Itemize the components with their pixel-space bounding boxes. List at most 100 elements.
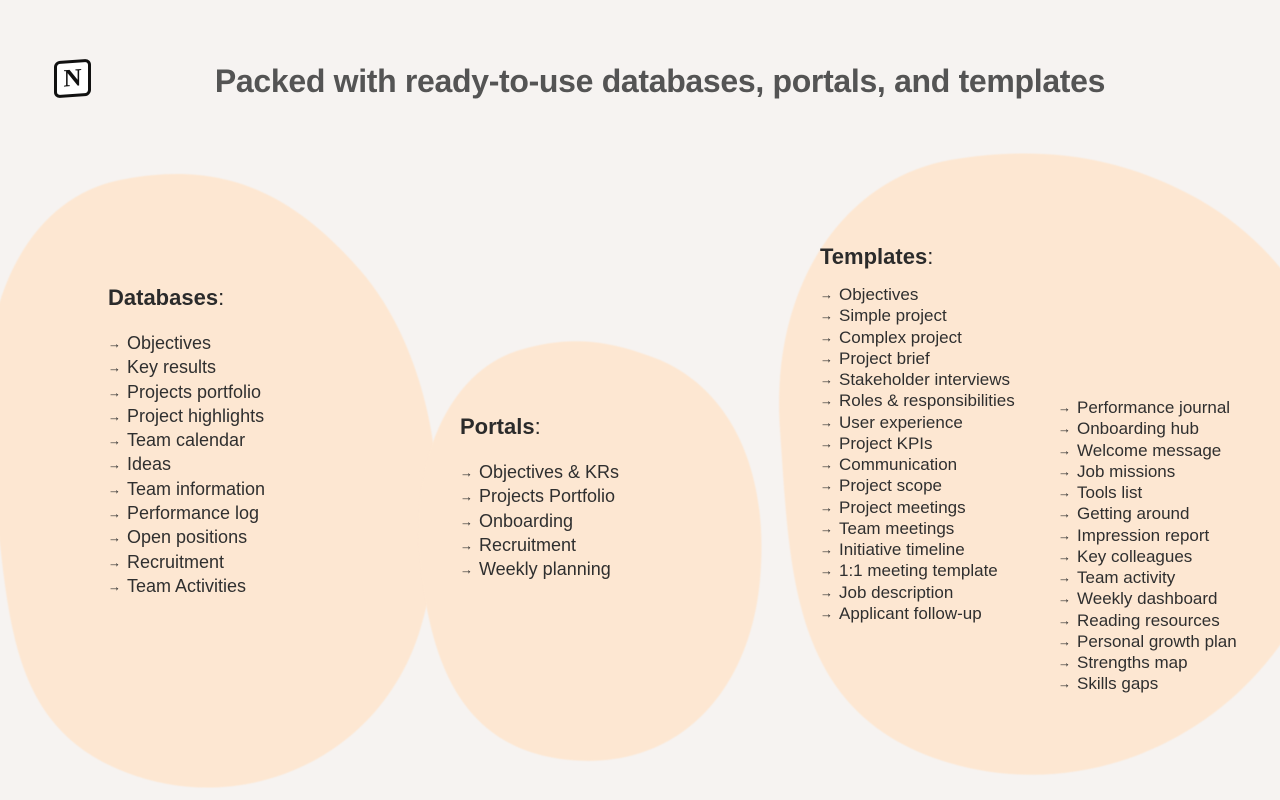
list-item-label: Team Activities [127, 574, 246, 598]
list-item: → Weekly dashboard [1058, 588, 1278, 609]
section-templates: Templates: → Objectives→Simple project → Co… [820, 244, 1040, 624]
list-item: → Objectives [108, 331, 368, 355]
arrow-icon: → [820, 521, 833, 537]
list-item-label: Ideas [127, 452, 171, 476]
arrow-icon: → [1058, 655, 1071, 671]
arrow-icon: → [820, 478, 833, 494]
arrow-icon: → [820, 287, 833, 303]
arrow-icon: → [108, 529, 121, 547]
arrow-icon: → [1058, 421, 1071, 437]
list-item: →Key colleagues [1058, 546, 1278, 567]
list-item: →1:1 meeting template [820, 560, 1040, 581]
list-item: →Team activity [1058, 567, 1278, 588]
list-item: →Simple project [820, 305, 1040, 326]
list-item: → Objectives & KRs [460, 460, 720, 484]
list-item-label: Project scope [839, 475, 942, 496]
list-item-label: Skills gaps [1077, 673, 1158, 694]
arrow-icon: → [820, 585, 833, 601]
list-item: →Impression report [1058, 525, 1278, 546]
list-item-label: Performance journal [1077, 397, 1230, 418]
list-item: →Performance log [108, 501, 368, 525]
list-item-label: Stakeholder interviews [839, 369, 1010, 390]
list-item-label: Objectives [839, 284, 918, 305]
list-item: →Initiative timeline [820, 539, 1040, 560]
list-item-label: Onboarding [479, 509, 573, 533]
arrow-icon: → [1058, 443, 1071, 459]
list-item-label: Roles & responsibilities [839, 390, 1015, 411]
list-item: → Onboarding hub [1058, 418, 1278, 439]
arrow-icon: → [1058, 506, 1071, 522]
list-item-label: Objectives & KRs [479, 460, 619, 484]
colon: : [927, 244, 933, 269]
list-item: →Stakeholder interviews [820, 369, 1040, 390]
list-item: →Getting around [1058, 503, 1278, 524]
list-item-label: Key results [127, 355, 216, 379]
list-item: → Reading resources [1058, 610, 1278, 631]
list-item: → Project scope [820, 475, 1040, 496]
arrow-icon: → [108, 384, 121, 402]
arrow-icon: → [820, 500, 833, 516]
arrow-icon: → [108, 554, 121, 572]
list-item-label: Recruitment [127, 550, 224, 574]
list-item: → Recruitment [108, 550, 368, 574]
list-item: → Objectives [820, 284, 1040, 305]
list-item-label: Performance log [127, 501, 259, 525]
list-item: → Project meetings [820, 497, 1040, 518]
section-databases: Databases: → Objectives → Key results → Proje… [108, 285, 368, 598]
arrow-icon: → [820, 415, 833, 431]
notion-logo: N [54, 60, 91, 97]
list-item: →Project KPIs [820, 433, 1040, 454]
arrow-icon: → [820, 457, 833, 473]
list-item-label: Onboarding hub [1077, 418, 1199, 439]
arrow-icon: → [460, 464, 473, 482]
list-item: →Skills gaps [1058, 673, 1278, 694]
list-item: → Complex project [820, 327, 1040, 348]
section-title-templates: Templates: [820, 244, 1040, 270]
arrow-icon: → [108, 335, 121, 353]
list-item-label: Objectives [127, 331, 211, 355]
list-item-label: Complex project [839, 327, 962, 348]
list-item-label: Initiative timeline [839, 539, 965, 560]
arrow-icon: → [108, 359, 121, 377]
list-item: → Projects portfolio [108, 380, 368, 404]
databases-list: → Objectives → Key results → Projects portfol… [108, 331, 368, 598]
arrow-icon: → [1058, 613, 1071, 629]
arrow-icon: → [108, 481, 121, 499]
arrow-icon: → [1058, 591, 1071, 607]
list-item-label: Open positions [127, 525, 247, 549]
list-item-label: Weekly planning [479, 557, 611, 581]
list-item: →Team calendar [108, 428, 368, 452]
section-title-databases: Databases: [108, 285, 368, 311]
list-item-label: Impression report [1077, 525, 1209, 546]
section-title-text: Portals [460, 414, 535, 439]
arrow-icon: → [460, 488, 473, 506]
list-item: →Team meetings [820, 518, 1040, 539]
list-item-label: Projects portfolio [127, 380, 261, 404]
arrow-icon: → [1058, 634, 1071, 650]
list-item: →Team information [108, 477, 368, 501]
arrow-icon: → [820, 330, 833, 346]
section-title-text: Templates [820, 244, 927, 269]
list-item: → Job description [820, 582, 1040, 603]
list-item-label: Welcome message [1077, 440, 1221, 461]
arrow-icon: → [820, 436, 833, 452]
list-item-label: Weekly dashboard [1077, 588, 1218, 609]
list-item-label: Job description [839, 582, 953, 603]
list-item: →Job missions [1058, 461, 1278, 482]
list-item: → Projects Portfolio [460, 484, 720, 508]
arrow-icon: → [460, 513, 473, 531]
list-item-label: Applicant follow-up [839, 603, 982, 624]
list-item-label: Project meetings [839, 497, 966, 518]
arrow-icon: → [1058, 400, 1071, 416]
list-item-label: Project highlights [127, 404, 264, 428]
list-item-label: Reading resources [1077, 610, 1220, 631]
section-templates-overflow: → Performance journal → Onboarding hub → Welc… [1058, 397, 1278, 695]
list-item: →Applicant follow-up [820, 603, 1040, 624]
arrow-icon: → [108, 408, 121, 426]
list-item: →Strengths map [1058, 652, 1278, 673]
list-item-label: Key colleagues [1077, 546, 1192, 567]
notion-logo-letter: N [54, 59, 91, 99]
list-item-label: User experience [839, 412, 963, 433]
list-item-label: Projects Portfolio [479, 484, 615, 508]
templates-list-a: → Objectives→Simple project → Complex proje… [820, 284, 1040, 624]
